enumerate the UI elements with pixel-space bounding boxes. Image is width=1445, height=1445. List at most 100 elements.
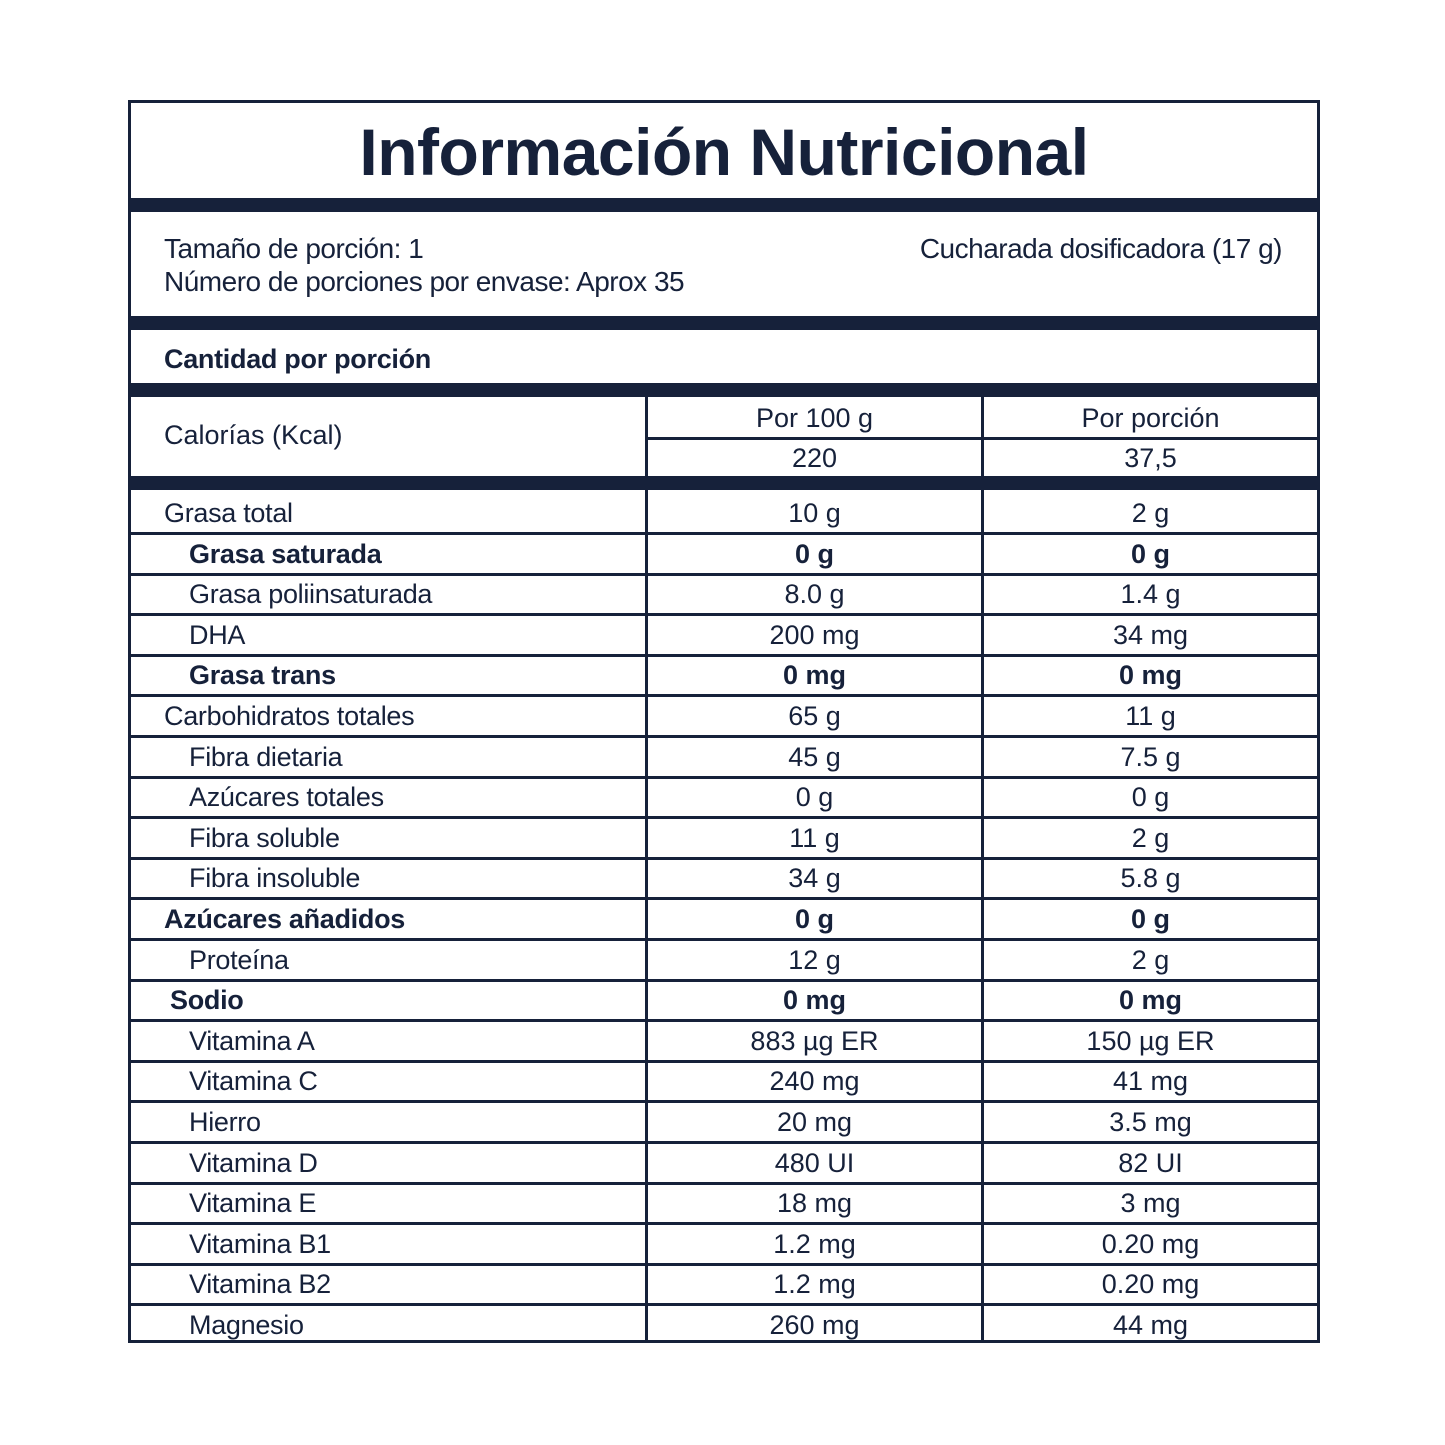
row-divider (131, 856, 1317, 860)
nutrient-name: Fibra soluble (189, 822, 340, 853)
value-per-100g: 11 g (789, 822, 840, 853)
value-per-serving: 0 mg (1118, 985, 1183, 1016)
nutrient-name: Vitamina B2 (189, 1269, 331, 1300)
servings-per-container: Número de porciones por envase: Aprox 35 (164, 266, 685, 297)
value-per-100g: 0 g (794, 904, 834, 934)
table-row: Sodio 0 mg 0 mg (131, 980, 1317, 1023)
value-per-100g: 12 g (788, 944, 841, 975)
nutrition-facts-label: Información Nutricional Tamaño de porció… (128, 100, 1320, 1343)
value-per-serving: 2 g (1131, 498, 1170, 528)
value-per-serving: 34 mg (1112, 619, 1189, 650)
value-per-serving: 44 mg (1112, 1310, 1189, 1340)
value-per-100g: 45 g (788, 741, 841, 772)
row-divider (131, 1141, 1317, 1145)
value-per-serving: 0.20 mg (1101, 1228, 1200, 1259)
row-divider (131, 897, 1317, 901)
nutrient-name: Grasa poliinsaturada (189, 579, 433, 610)
calories-label: Calorías (Kcal) (164, 420, 343, 450)
value-per-100g: 200 mg (769, 619, 860, 650)
calories-per-serving: 37,5 (1124, 443, 1177, 473)
table-row: Hierro 20 mg 3.5 mg (131, 1102, 1317, 1145)
value-per-100g: 0 g (795, 782, 834, 813)
value-per-100g: 20 mg (776, 1107, 853, 1137)
row-divider (131, 1262, 1317, 1266)
table-row: DHA 200 mg 34 mg (131, 615, 1317, 657)
value-per-100g: 260 mg (769, 1310, 860, 1340)
row-divider (131, 1100, 1317, 1104)
value-per-100g: 1.2 mg (773, 1269, 856, 1300)
table-row: Magnesio 260 mg 44 mg (131, 1305, 1317, 1346)
row-divider (131, 1059, 1317, 1063)
row-divider (131, 694, 1317, 698)
col-header-per-serving: Por porción (1081, 403, 1220, 433)
value-per-serving: 0 g (1130, 904, 1170, 934)
value-per-serving: 0.20 mg (1101, 1269, 1200, 1300)
nutrient-name: Azúcares añadidos (164, 904, 405, 934)
value-per-100g: 65 g (788, 701, 841, 731)
value-per-100g: 883 µg ER (750, 1025, 879, 1056)
nutrient-name: Azúcares totales (189, 782, 384, 813)
table-row: Grasa total 10 g 2 g (131, 493, 1317, 536)
table-row: Fibra soluble 11 g 2 g (131, 818, 1317, 860)
nutrient-name: Sodio (170, 985, 244, 1016)
row-divider (131, 653, 1317, 657)
row-divider (131, 938, 1317, 942)
thick-divider (131, 383, 1317, 397)
value-per-serving: 41 mg (1112, 1066, 1189, 1097)
table-row: Vitamina A 883 µg ER 150 µg ER (131, 1021, 1317, 1063)
nutrient-name: Vitamina E (189, 1188, 317, 1219)
value-per-100g: 0 g (794, 538, 834, 569)
col-header-per-100g: Por 100 g (755, 403, 874, 433)
serving-info: Tamaño de porción: 1 Número de porciones… (131, 215, 1317, 319)
nutrient-name: Hierro (189, 1107, 261, 1137)
table-row: Vitamina D 480 UI 82 UI (131, 1143, 1317, 1185)
value-per-serving: 5.8 g (1120, 863, 1181, 894)
value-per-serving: 2 g (1131, 944, 1170, 975)
nutrient-name: Vitamina D (189, 1147, 318, 1178)
row-divider (131, 1181, 1317, 1185)
nutrient-name: Magnesio (189, 1310, 304, 1340)
table-row: Grasa saturada 0 g 0 g (131, 534, 1317, 576)
label-title: Información Nutricional (359, 115, 1089, 189)
nutrient-name: Grasa total (164, 498, 293, 528)
value-per-serving: 0 mg (1118, 660, 1183, 691)
value-per-100g: 1.2 mg (773, 1228, 856, 1259)
nutrient-name: Fibra dietaria (189, 741, 343, 772)
table-row: Grasa poliinsaturada 8.0 g 1.4 g (131, 574, 1317, 617)
value-per-serving: 1.4 g (1120, 579, 1181, 610)
table-row: Azúcares añadidos 0 g 0 g (131, 899, 1317, 942)
thick-divider (131, 198, 1317, 212)
value-per-serving: 3 mg (1120, 1188, 1181, 1219)
amount-per-serving-label: Cantidad por porción (164, 344, 431, 374)
value-per-serving: 7.5 g (1120, 741, 1181, 772)
nutrient-name: Grasa saturada (189, 538, 382, 569)
row-divider (131, 775, 1317, 779)
nutrient-name: Vitamina A (189, 1025, 315, 1056)
table-row: Grasa trans 0 mg 0 mg (131, 655, 1317, 698)
table-row: Vitamina C 240 mg 41 mg (131, 1061, 1317, 1104)
nutrient-name: Vitamina C (189, 1066, 318, 1097)
nutrient-name: Fibra insoluble (189, 863, 361, 894)
value-per-100g: 240 mg (769, 1066, 860, 1097)
table-row: Vitamina B1 1.2 mg 0.20 mg (131, 1224, 1317, 1266)
serving-size-detail: Cucharada dosificadora (17 g) (919, 233, 1283, 264)
value-per-serving: 0 g (1130, 538, 1170, 569)
row-divider (131, 613, 1317, 617)
nutrient-name: Vitamina B1 (189, 1228, 331, 1259)
row-divider (131, 1222, 1317, 1226)
row-divider (131, 1019, 1317, 1023)
thick-divider (131, 316, 1317, 330)
value-per-100g: 10 g (788, 498, 841, 528)
row-divider (131, 816, 1317, 820)
row-divider (131, 572, 1317, 576)
table-row: Vitamina E 18 mg 3 mg (131, 1183, 1317, 1226)
calories-per-100g: 220 (791, 443, 838, 473)
value-per-serving: 82 UI (1118, 1147, 1183, 1178)
column-divider (981, 397, 984, 1343)
value-per-100g: 18 mg (776, 1188, 853, 1219)
serving-size: Tamaño de porción: 1 (164, 233, 424, 264)
calories-section: Calorías (Kcal) Por 100 g Por porción 22… (131, 400, 1320, 479)
thick-divider (131, 476, 1317, 490)
table-row: Vitamina B2 1.2 mg 0.20 mg (131, 1264, 1317, 1307)
column-divider (645, 397, 648, 1343)
